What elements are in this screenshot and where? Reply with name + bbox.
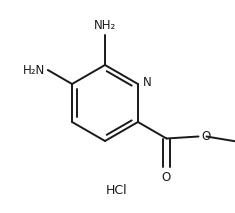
Text: HCl: HCl — [106, 184, 128, 197]
Text: H₂N: H₂N — [23, 63, 45, 76]
Text: O: O — [201, 130, 211, 143]
Text: N: N — [143, 75, 152, 88]
Text: NH₂: NH₂ — [94, 19, 116, 32]
Text: O: O — [162, 170, 171, 184]
